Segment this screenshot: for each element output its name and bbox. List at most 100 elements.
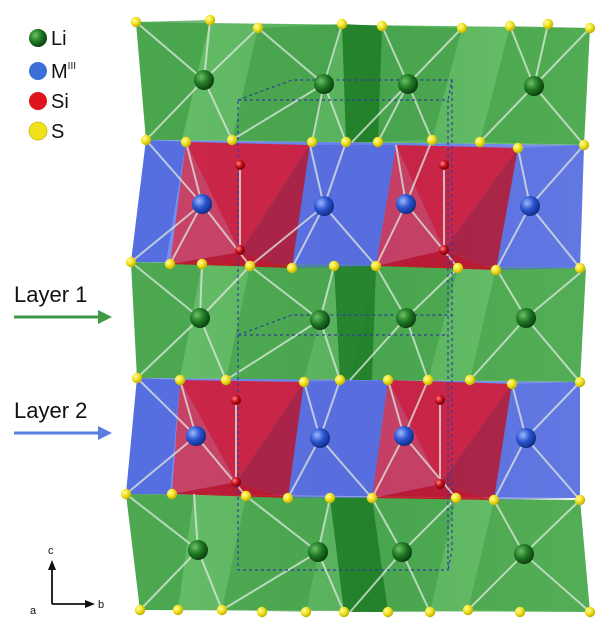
lithium-atom [396,308,416,328]
sulfur-atom [424,606,436,618]
lithium-atom [310,310,330,330]
sulfur-atom [140,134,152,146]
m-iii-atom [192,194,212,214]
silicon-atom [435,395,445,405]
lithium-atom [308,542,328,562]
sulfur-atom [370,260,382,272]
m-iii-atom [394,426,414,446]
sulfur-atom [336,18,348,30]
lithium-atom [516,308,536,328]
lithium-atom [392,542,412,562]
lithium-atom [188,540,208,560]
li-swatch-icon [29,29,47,47]
lithium-atom [314,74,334,94]
sulfur-atom [286,262,298,274]
sulfur-atom [120,488,132,500]
msi-layer-upper [131,140,584,270]
sulfur-atom [514,606,526,618]
sulfur-atom [372,136,384,148]
sulfur-atom [125,256,137,268]
sulfur-atom [584,606,596,618]
layer-2-label: Layer 2 [14,398,87,423]
sulfur-atoms [120,14,596,618]
silicon-atom [439,245,449,255]
sulfur-atom [226,134,238,146]
sulfur-atom [131,372,143,384]
sulfur-atom [490,264,502,276]
layer-2-arrow-icon [14,426,112,440]
silicon-atom [231,477,241,487]
sulfur-atom [574,494,586,506]
legend: Li MIII Si S [28,28,76,143]
sulfur-atom [578,139,590,151]
silicon-atom [439,160,449,170]
silicon-atom [235,160,245,170]
sulfur-atom [376,20,388,32]
axis-b-arrow-icon [52,600,95,608]
sulfur-atom [474,136,486,148]
legend-label-si: Si [51,91,69,113]
sulfur-atom [334,374,346,386]
sulfur-atom [512,142,524,154]
sulfur-atom [574,262,586,274]
lithium-atom [398,74,418,94]
sulfur-atom [504,20,516,32]
sulfur-atom [462,604,474,616]
m-iii-atom [186,426,206,446]
legend-label-li: Li [51,28,67,50]
sulfur-atom [426,134,438,146]
silicon-atom [435,479,445,489]
sulfur-atom [422,374,434,386]
m-iii-atom [396,194,416,214]
m-swatch-icon [29,62,47,80]
sulfur-atom [542,18,554,30]
m-iii-atom [310,428,330,448]
silicon-atom [235,245,245,255]
sulfur-atom [450,492,462,504]
m-iii-atom [520,196,540,216]
layer-2-annotation: Layer 2 [14,398,112,440]
sulfur-atom [488,494,500,506]
lithium-atom [194,70,214,90]
m-iii-atom [314,196,334,216]
sulfur-atom [306,136,318,148]
sulfur-atom [382,606,394,618]
lithium-atom [514,544,534,564]
layer-1-arrow-icon [14,310,112,324]
sulfur-atom [324,492,336,504]
axis-c-label: c [48,545,54,557]
axis-b-label: b [98,599,104,611]
sulfur-atom [204,14,216,26]
sulfur-atom [164,258,176,270]
sulfur-atom [252,22,264,34]
sulfur-atom [300,606,312,618]
axis-a-label: a [30,605,37,617]
axis-c-arrow-icon [48,560,56,604]
msi-layer-lower [126,378,580,500]
sulfur-atom [174,374,186,386]
sulfur-atom [220,374,232,386]
legend-label-m: MIII [51,61,76,83]
lithium-atom [190,308,210,328]
sulfur-atom [574,376,586,388]
m-iii-atoms [186,194,540,448]
s-swatch-icon [28,121,48,141]
axes-indicator: c a b [30,545,104,617]
sulfur-atom [338,606,350,618]
sulfur-atom [180,136,192,148]
sulfur-atom [240,490,252,502]
layer-1-label: Layer 1 [14,282,87,307]
sulfur-atom [382,374,394,386]
sulfur-atom [584,22,596,34]
legend-item-si: Si [29,91,69,113]
sulfur-atom [366,492,378,504]
sulfur-atom [506,378,518,390]
sulfur-atom [216,604,228,616]
layer-1-annotation: Layer 1 [14,282,112,324]
lithium-atom [524,76,544,96]
sulfur-atom [456,22,468,34]
legend-item-li: Li [29,28,67,50]
m-iii-atom [516,428,536,448]
legend-label-s: S [51,121,64,143]
sulfur-atom [166,488,178,500]
